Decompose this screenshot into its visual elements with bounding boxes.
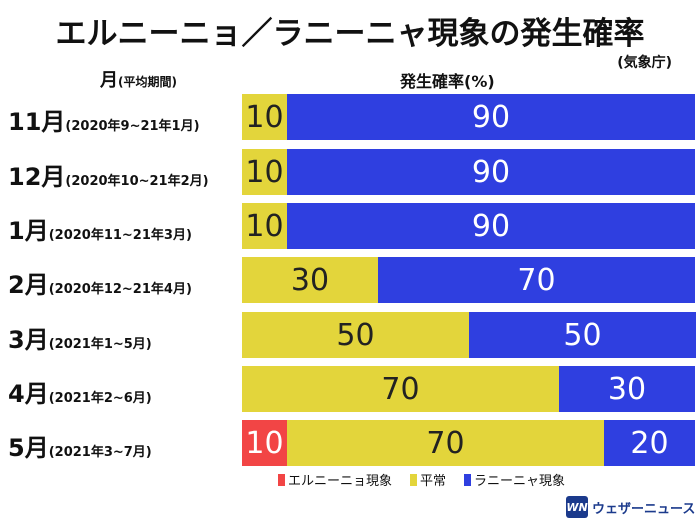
bar-segment: 10 <box>242 420 287 466</box>
bar-segment: 70 <box>287 420 604 466</box>
logo-text: ウェザーニュース <box>592 501 696 517</box>
month-header-label: 月 <box>100 70 118 91</box>
bar-segment: 90 <box>287 94 695 140</box>
bar-value-label: 90 <box>471 208 511 244</box>
legend: エルニーニョ現象 平常 ラニーニャ現象 <box>278 470 565 489</box>
bar-segment: 50 <box>469 312 696 358</box>
bar-value-label: 90 <box>471 154 511 190</box>
period-header-label: (平均期間) <box>118 75 177 89</box>
bar-segment: 90 <box>287 149 695 195</box>
legend-item: 平常 <box>410 470 446 489</box>
row-label: 12月(2020年10~21年2月) <box>8 157 209 192</box>
period-label: (2020年10~21年2月) <box>65 174 209 189</box>
month-label: 12月 <box>8 163 66 191</box>
bar-value-label: 50 <box>336 317 375 353</box>
bar-segment: 50 <box>242 312 469 358</box>
bar-value-label: 90 <box>471 99 511 135</box>
bar-segment: 90 <box>287 203 695 249</box>
bar-value-label: 10 <box>245 208 284 244</box>
bar-value-label: 10 <box>245 99 284 135</box>
legend-swatch <box>410 473 418 486</box>
bar-value-label: 70 <box>517 262 556 298</box>
bar-segment: 10 <box>242 94 287 140</box>
bar-value-label: 20 <box>630 425 669 461</box>
bar-segment: 70 <box>242 366 559 412</box>
legend-label: 平常 <box>420 474 447 489</box>
row-label: 2月(2020年12~21年4月) <box>8 265 192 300</box>
brand-logo: WN ウェザーニュース <box>566 496 695 518</box>
bar-segment: 30 <box>559 366 695 412</box>
source-label: (気象庁) <box>617 55 672 71</box>
legend-item: エルニーニョ現象 <box>278 470 392 489</box>
period-label: (2021年2~6月) <box>48 391 152 406</box>
bar-value-label: 70 <box>381 371 420 407</box>
month-label: 3月 <box>8 326 49 354</box>
bar-value-label: 10 <box>245 154 284 190</box>
bar-segment: 30 <box>242 257 378 303</box>
month-label: 2月 <box>8 271 49 299</box>
bar-segment: 70 <box>378 257 695 303</box>
bar-value-label: 50 <box>563 317 602 353</box>
legend-swatch <box>278 473 285 486</box>
period-label: (2020年12~21年4月) <box>48 282 192 297</box>
bar-segment: 20 <box>604 420 695 466</box>
row-label: 3月(2021年1~5月) <box>8 320 152 355</box>
legend-label: エルニーニョ現象 <box>288 474 393 489</box>
bar-value-label: 10 <box>245 425 284 461</box>
row-label: 5月(2021年3~7月) <box>8 428 152 463</box>
legend-label: ラニーニャ現象 <box>474 474 566 489</box>
period-label: (2021年3~7月) <box>48 445 152 460</box>
row-label: 11月(2020年9~21年1月) <box>8 102 200 137</box>
bar-segment: 10 <box>242 203 287 249</box>
period-label: (2020年11~21年3月) <box>48 228 192 243</box>
chart-title: エルニーニョ／ラニーニャ現象の発生確率 <box>55 16 645 52</box>
month-label: 5月 <box>8 434 49 462</box>
month-column-header: 月(平均期間) <box>100 66 177 92</box>
row-label: 4月(2021年2~6月) <box>8 374 152 409</box>
bar-value-label: 70 <box>426 425 465 461</box>
bar-value-label: 30 <box>607 371 647 407</box>
month-label: 11月 <box>8 108 66 136</box>
period-label: (2020年9~21年1月) <box>65 119 200 134</box>
legend-item: ラニーニャ現象 <box>464 470 565 489</box>
period-label: (2021年1~5月) <box>48 337 152 352</box>
month-label: 4月 <box>8 380 49 408</box>
legend-swatch <box>464 473 472 486</box>
row-label: 1月(2020年11~21年3月) <box>8 211 192 246</box>
logo-mark-icon: WN <box>566 496 588 518</box>
bar-segment: 10 <box>242 149 287 195</box>
month-label: 1月 <box>8 217 49 245</box>
bar-value-label: 30 <box>290 262 330 298</box>
probability-header: 発生確率(%) <box>400 72 495 91</box>
